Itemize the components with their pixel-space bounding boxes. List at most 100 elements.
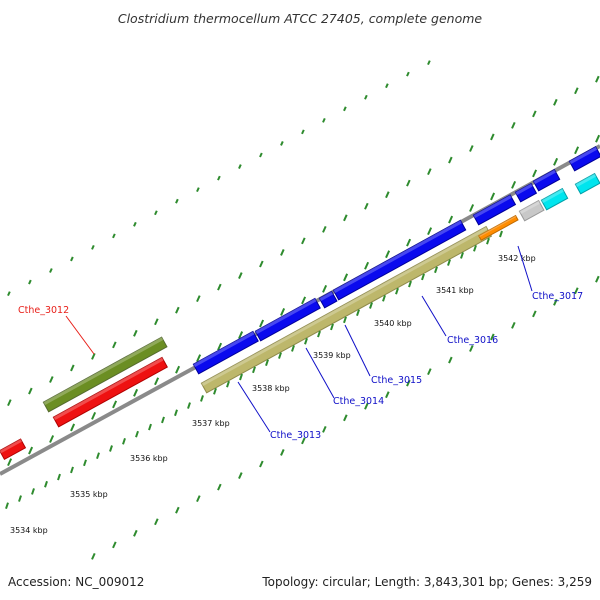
cds-forward-cthe-3016[interactable] <box>332 219 467 301</box>
leader-line <box>237 381 271 433</box>
scale-tick <box>70 466 74 474</box>
scale-track: 3534 kbp 3535 kbp 3536 kbp 3537 kbp 3538 kbp… <box>5 230 536 535</box>
gc-tick <box>238 272 243 279</box>
gc-tick <box>280 308 286 316</box>
scale-tick <box>317 330 321 338</box>
gc-tick <box>238 472 243 479</box>
gene-label-cthe-3015[interactable]: Cthe_3015 <box>371 375 422 386</box>
scale-label: 3542 kbp <box>498 254 536 263</box>
gc-tick <box>280 249 285 256</box>
gene-label-cthe-3012[interactable]: Cthe_3012 <box>18 305 69 316</box>
gene-label-cthe-3016[interactable]: Cthe_3016 <box>447 335 498 346</box>
gc-tick <box>196 295 201 303</box>
gc-tick <box>385 83 389 89</box>
cds-reverse-feature-left[interactable] <box>0 438 27 461</box>
cds-forward-feature[interactable] <box>532 168 561 192</box>
gc-tick <box>28 387 33 395</box>
scale-tick <box>174 409 178 417</box>
gc-tick <box>406 179 411 187</box>
gc-tick <box>280 141 284 146</box>
gc-tick <box>196 187 200 193</box>
trna-feature-cthe-3012[interactable] <box>42 336 168 413</box>
gene-label-cthe-3017[interactable]: Cthe_3017 <box>532 291 583 302</box>
gc-tick <box>469 345 474 352</box>
gene-label-layer: Cthe_3012 Cthe_3013 Cthe_3014 Cthe_3015 … <box>18 245 583 441</box>
scale-tick <box>213 387 217 395</box>
scale-tick <box>265 359 269 367</box>
gc-tick <box>469 145 474 152</box>
leader-line <box>305 347 335 399</box>
gc-tick <box>91 352 96 360</box>
cds-forward-cthe-3017[interactable] <box>472 194 517 226</box>
gene-label-cthe-3014[interactable]: Cthe_3014 <box>333 396 384 407</box>
gc-tick <box>301 437 306 445</box>
gc-tick <box>322 425 327 433</box>
gc-tick <box>595 134 600 143</box>
gc-tick <box>154 210 158 216</box>
scale-tick <box>304 337 308 345</box>
cyan-feature[interactable] <box>540 187 569 211</box>
scale-tick <box>447 259 451 266</box>
gc-tick <box>133 388 139 397</box>
scale-tick <box>473 244 477 252</box>
scale-tick <box>239 373 243 381</box>
gc-tick <box>448 156 453 164</box>
gc-tick <box>28 279 32 285</box>
scale-tick <box>252 366 256 374</box>
gc-tick <box>427 368 432 376</box>
gc-tick <box>91 244 95 250</box>
gc-tick <box>70 423 76 432</box>
cds-forward-feature[interactable] <box>514 182 538 203</box>
scale-tick <box>395 287 399 295</box>
gc-tick <box>112 341 117 349</box>
scale-tick <box>330 323 334 331</box>
cds-forward-cthe-3013[interactable] <box>192 330 259 375</box>
gc-tick <box>7 291 11 297</box>
gc-tick <box>112 400 118 409</box>
grey-feature[interactable] <box>518 199 545 222</box>
gc-tick <box>322 225 327 233</box>
gc-skew-ticks <box>7 60 600 560</box>
feature-track <box>0 146 600 461</box>
gc-tick <box>364 402 369 410</box>
scale-tick <box>434 266 438 274</box>
gc-tick <box>175 198 179 204</box>
gc-tick <box>49 268 53 273</box>
gc-tick <box>364 261 370 270</box>
scale-tick <box>187 402 191 409</box>
gene-label-cthe-3013[interactable]: Cthe_3013 <box>270 430 321 441</box>
gc-tick <box>7 458 13 467</box>
cds-reverse-feature[interactable] <box>52 356 168 428</box>
gc-tick <box>154 318 159 326</box>
leader-line <box>517 245 533 292</box>
cds-forward-cthe-3015[interactable] <box>318 290 338 309</box>
scale-tick <box>161 416 165 424</box>
scale-tick <box>135 430 139 438</box>
scale-tick <box>460 252 464 259</box>
orange-feature[interactable] <box>478 214 519 241</box>
cds-forward-cthe-3014[interactable] <box>254 297 321 342</box>
gc-tick <box>490 192 496 201</box>
cds-forward-feature[interactable] <box>568 146 600 172</box>
gc-tick <box>406 379 411 387</box>
gc-tick <box>406 71 410 77</box>
gc-tick <box>49 376 54 383</box>
gc-tick <box>595 275 600 283</box>
genome-summary-text: Topology: circular; Length: 3,843,301 bp… <box>261 575 592 589</box>
gc-tick <box>532 110 537 118</box>
cyan-feature[interactable] <box>574 172 600 195</box>
gc-tick <box>7 399 12 407</box>
scale-tick <box>343 316 347 324</box>
scale-label: 3534 kbp <box>10 526 48 535</box>
gc-tick <box>448 356 453 364</box>
gc-tick <box>448 215 454 224</box>
scale-tick <box>18 495 22 502</box>
accession-text: Accession: NC_009012 <box>8 575 144 589</box>
gc-tick <box>364 202 369 210</box>
scale-tick <box>57 473 61 481</box>
gc-tick <box>406 238 412 247</box>
gc-tick <box>196 354 202 363</box>
khaki-feature-band[interactable] <box>200 225 493 394</box>
gc-tick <box>133 529 138 537</box>
